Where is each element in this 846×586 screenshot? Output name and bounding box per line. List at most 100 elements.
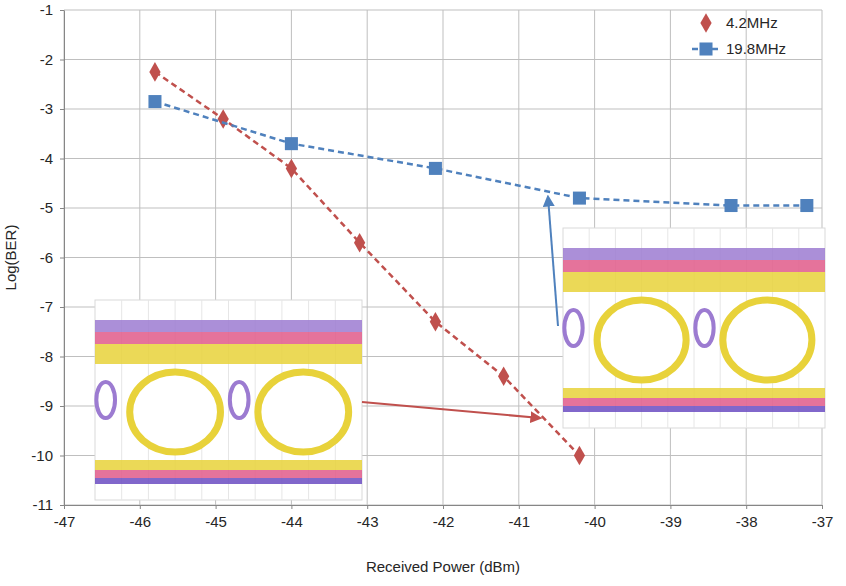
x-tick-label: -45 bbox=[205, 513, 227, 530]
y-tick-label: -9 bbox=[40, 397, 53, 414]
inset-eye bbox=[230, 382, 249, 418]
y-tick-label: -4 bbox=[40, 150, 53, 167]
inset-eye bbox=[564, 310, 582, 346]
x-tick-mark bbox=[443, 505, 444, 509]
x-tick: -47 bbox=[54, 505, 76, 530]
series-marker bbox=[149, 62, 160, 82]
y-tick: -9 bbox=[40, 397, 64, 414]
x-axis: -47 -46 -45 -44 -43 -42 -41 -40 -39 -38 -37 bbox=[54, 505, 834, 530]
x-tick: -39 bbox=[660, 505, 682, 530]
x-tick-label: -39 bbox=[660, 513, 682, 530]
series-marker bbox=[285, 137, 298, 150]
y-tick-mark bbox=[60, 406, 64, 407]
y-tick-mark bbox=[60, 456, 64, 457]
grid-line-y bbox=[64, 59, 822, 60]
y-tick: -8 bbox=[40, 348, 64, 365]
y-tick-mark bbox=[60, 60, 64, 61]
x-tick-mark bbox=[291, 505, 292, 509]
x-tick-label: -43 bbox=[357, 513, 379, 530]
series-marker bbox=[286, 159, 297, 179]
grid-line-y bbox=[64, 10, 822, 11]
x-tick: -46 bbox=[129, 505, 151, 530]
x-tick-mark bbox=[64, 505, 65, 509]
y-tick: -7 bbox=[40, 298, 64, 315]
inset-eye bbox=[695, 310, 713, 346]
inset-band bbox=[95, 460, 362, 470]
arrow bbox=[362, 402, 540, 418]
x-tick-label: -38 bbox=[736, 513, 758, 530]
y-tick: -5 bbox=[40, 199, 64, 216]
x-tick: -43 bbox=[357, 505, 379, 530]
inset-eye bbox=[723, 300, 812, 380]
y-tick-label: -5 bbox=[40, 199, 53, 216]
inset-band bbox=[95, 470, 362, 478]
x-tick-label: -47 bbox=[54, 513, 76, 530]
x-tick: -45 bbox=[205, 505, 227, 530]
x-tick: -38 bbox=[736, 505, 758, 530]
y-tick-label: -11 bbox=[32, 496, 53, 513]
series-marker bbox=[573, 192, 586, 205]
inset-band bbox=[563, 272, 825, 292]
y-tick: -10 bbox=[31, 447, 64, 464]
inset-band bbox=[95, 332, 362, 344]
arrow bbox=[548, 197, 558, 326]
x-tick-mark bbox=[140, 505, 141, 509]
y-tick-label: -6 bbox=[40, 249, 53, 266]
x-tick: -37 bbox=[812, 505, 834, 530]
inset-frame bbox=[95, 300, 362, 500]
y-tick-mark bbox=[60, 10, 64, 11]
y-tick-mark bbox=[60, 208, 64, 209]
y-tick: -1 bbox=[40, 1, 64, 18]
x-tick-label: -42 bbox=[433, 513, 455, 530]
y-tick-mark bbox=[60, 159, 64, 160]
inset-band bbox=[563, 406, 825, 412]
series-marker bbox=[574, 446, 585, 466]
legend-label: 4.2MHz bbox=[726, 14, 778, 31]
inset-band bbox=[95, 320, 362, 332]
x-tick-label: -46 bbox=[129, 513, 151, 530]
series-marker bbox=[148, 95, 161, 108]
inset-band bbox=[563, 398, 825, 406]
x-tick: -41 bbox=[508, 505, 530, 530]
y-axis-line bbox=[64, 11, 65, 506]
series-marker bbox=[429, 162, 442, 175]
grid-line-y bbox=[64, 208, 822, 209]
grid-line-y bbox=[64, 158, 822, 159]
x-tick-label: -40 bbox=[584, 513, 606, 530]
y-tick-label: -7 bbox=[40, 298, 53, 315]
series-marker bbox=[800, 199, 813, 212]
y-tick-mark bbox=[60, 109, 64, 110]
x-tick-label: -41 bbox=[508, 513, 530, 530]
x-tick: -40 bbox=[584, 505, 606, 530]
legend-label: 19.8MHz bbox=[726, 40, 786, 57]
y-tick-mark bbox=[60, 505, 64, 506]
y-tick-label: -2 bbox=[40, 51, 53, 68]
series-marker bbox=[498, 367, 509, 387]
y-tick-label: -3 bbox=[40, 100, 53, 117]
y-tick-mark bbox=[60, 357, 64, 358]
series-marker bbox=[218, 109, 229, 129]
series-line bbox=[155, 102, 807, 206]
eye-diagram-inset bbox=[95, 300, 362, 500]
series-marker bbox=[354, 233, 365, 253]
inset-eye bbox=[130, 372, 221, 452]
eye-diagram-inset bbox=[563, 228, 825, 428]
x-tick-mark bbox=[746, 505, 747, 509]
y-tick-mark bbox=[60, 307, 64, 308]
x-tick: -44 bbox=[281, 505, 303, 530]
inset-eye bbox=[258, 372, 349, 452]
inset-band bbox=[95, 344, 362, 364]
x-tick-mark bbox=[367, 505, 368, 509]
chart: -47 -46 -45 -44 -43 -42 -41 -40 -39 -38 -37 -11 -10 -… bbox=[0, 0, 846, 586]
legend-marker bbox=[699, 42, 712, 55]
x-tick-mark bbox=[670, 505, 671, 509]
y-tick: -4 bbox=[40, 150, 64, 167]
x-tick-mark bbox=[595, 505, 596, 509]
x-tick: -42 bbox=[433, 505, 455, 530]
y-tick-label: -1 bbox=[40, 1, 53, 18]
y-tick-mark bbox=[60, 258, 64, 259]
y-tick: -11 bbox=[32, 496, 64, 513]
series-marker bbox=[725, 199, 738, 212]
y-tick: -3 bbox=[40, 100, 64, 117]
series-marker bbox=[430, 312, 441, 332]
